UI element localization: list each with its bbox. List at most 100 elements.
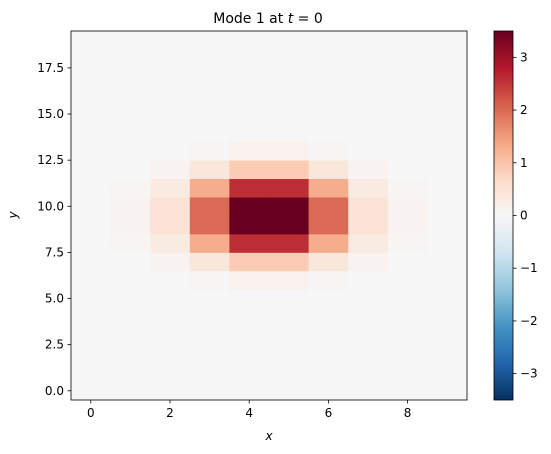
heatmap-cell xyxy=(387,215,428,235)
heatmap-cell xyxy=(71,215,111,235)
heatmap-cell xyxy=(427,160,468,179)
heatmap-cell xyxy=(308,104,349,143)
heatmap-cell xyxy=(427,233,468,253)
heatmap-cell xyxy=(71,252,111,272)
heatmap-cell xyxy=(189,363,230,401)
heatmap-cell xyxy=(427,197,468,216)
heatmap-cell xyxy=(348,178,389,198)
heatmap-cell xyxy=(387,252,428,272)
heatmap-cell xyxy=(110,289,151,327)
y-axis-ticks: 0.0 2.5 5.0 7.5 10.0 12.5 15.0 17.5 xyxy=(37,61,71,398)
heatmap-cell xyxy=(71,178,111,198)
heatmap-cell xyxy=(71,233,111,253)
heatmap-cell xyxy=(348,31,389,106)
y-tick-label: 17.5 xyxy=(37,61,64,75)
heatmap-cell xyxy=(110,270,151,290)
heatmap-cell xyxy=(110,141,151,161)
heatmap-cell xyxy=(229,363,270,401)
colorbar-tick-label: 2 xyxy=(520,103,528,117)
heatmap-cell xyxy=(348,215,389,235)
heatmap-cell xyxy=(229,233,270,253)
heatmap-cell xyxy=(387,160,428,179)
heatmap-cell xyxy=(110,31,151,106)
heatmap-cell xyxy=(427,31,468,106)
heatmap-cell xyxy=(308,215,349,235)
heatmap-cell xyxy=(110,326,151,364)
heatmap-cell xyxy=(71,104,111,143)
heatmap-cell xyxy=(71,363,111,401)
heatmap-cell xyxy=(348,252,389,272)
heatmap-cell xyxy=(387,141,428,161)
heatmap-cell xyxy=(110,215,151,235)
heatmap-cell xyxy=(189,270,230,290)
x-tick-label: 2 xyxy=(166,406,174,420)
x-axis-ticks: 0 2 4 6 8 xyxy=(87,400,411,420)
heatmap-cell xyxy=(189,141,230,161)
heatmap-cell xyxy=(269,252,309,272)
heatmap-cell xyxy=(348,363,389,401)
heatmap-cell xyxy=(229,326,270,364)
heatmap-cell xyxy=(110,160,151,179)
heatmap-cell xyxy=(269,289,309,327)
heatmap-cell xyxy=(269,215,309,235)
heatmap-cell xyxy=(189,104,230,143)
heatmap-cell xyxy=(71,141,111,161)
heatmap-cell xyxy=(150,31,191,106)
heatmap-cell xyxy=(150,233,191,253)
heatmap-cell xyxy=(387,326,428,364)
y-tick-label: 12.5 xyxy=(37,153,64,167)
heatmap-cell xyxy=(348,289,389,327)
heatmap-cell xyxy=(308,233,349,253)
heatmap-cell xyxy=(150,215,191,235)
y-tick-label: 5.0 xyxy=(45,292,64,306)
heatmap-cell xyxy=(427,178,468,198)
heatmap-cell xyxy=(348,270,389,290)
heatmap-cell xyxy=(308,31,349,106)
heatmap-cell xyxy=(427,270,468,290)
y-tick-label: 7.5 xyxy=(45,245,64,259)
heatmap-cell xyxy=(189,160,230,179)
colorbar xyxy=(493,30,514,401)
heatmap-cell xyxy=(150,104,191,143)
heatmap-cell xyxy=(308,289,349,327)
heatmap-cell xyxy=(71,197,111,216)
x-tick-label: 8 xyxy=(404,406,412,420)
heatmap-cell xyxy=(229,289,270,327)
heatmap-cells xyxy=(71,31,468,401)
heatmap-cell xyxy=(269,270,309,290)
colorbar-ticks: −3 −2 −1 0 1 2 3 xyxy=(513,50,538,381)
heatmap-cell xyxy=(308,141,349,161)
chart-title: Mode 1 at t = 0 xyxy=(213,11,323,27)
heatmap-cell xyxy=(189,289,230,327)
heatmap-cell xyxy=(348,141,389,161)
heatmap-cell xyxy=(229,141,270,161)
heatmap-cell xyxy=(110,178,151,198)
y-tick-label: 2.5 xyxy=(45,338,64,352)
colorbar-tick-label: 0 xyxy=(520,209,528,223)
heatmap-cell xyxy=(269,178,309,198)
heatmap-cell xyxy=(150,270,191,290)
heatmap-cell xyxy=(308,270,349,290)
heatmap-cell xyxy=(189,233,230,253)
heatmap-cell xyxy=(150,363,191,401)
heatmap-cell xyxy=(387,197,428,216)
heatmap-cell xyxy=(269,104,309,143)
heatmap-cell xyxy=(269,31,309,106)
heatmap-cell xyxy=(269,363,309,401)
heatmap-cell xyxy=(387,233,428,253)
x-tick-label: 6 xyxy=(325,406,333,420)
heatmap-cell xyxy=(427,289,468,327)
heatmap-cell xyxy=(427,363,468,401)
heatmap-cell xyxy=(348,104,389,143)
heatmap-cell xyxy=(387,270,428,290)
heatmap-cell xyxy=(348,197,389,216)
heatmap-cell xyxy=(308,363,349,401)
heatmap-cell xyxy=(110,252,151,272)
heatmap-cell xyxy=(71,270,111,290)
heatmap-cell xyxy=(150,141,191,161)
heatmap-cell xyxy=(150,197,191,216)
heatmap-cell xyxy=(150,289,191,327)
heatmap-cell xyxy=(427,104,468,143)
y-axis-label: y xyxy=(6,211,20,220)
